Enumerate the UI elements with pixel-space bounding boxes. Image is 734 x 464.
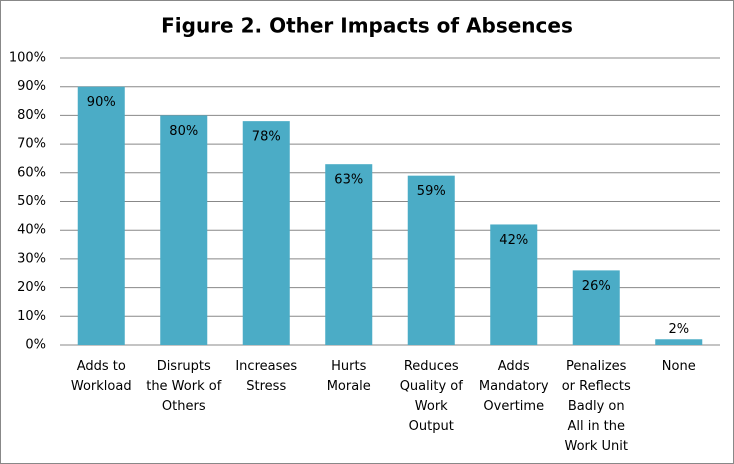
data-label: 78% — [252, 130, 281, 145]
data-label: 42% — [499, 233, 528, 248]
y-tick-label: 0% — [25, 338, 46, 353]
y-tick-label: 70% — [17, 137, 46, 152]
data-label: 2% — [668, 322, 689, 337]
bar — [655, 339, 703, 345]
x-tick-label: None — [662, 359, 696, 374]
bar — [242, 121, 290, 345]
bar — [572, 270, 620, 345]
data-label: 80% — [169, 124, 198, 139]
x-tick-label: Adds to Workload — [71, 359, 132, 394]
y-tick-label: 30% — [17, 251, 46, 266]
bar — [490, 224, 538, 345]
y-tick-label: 40% — [17, 223, 46, 238]
y-tick-label: 80% — [17, 108, 46, 123]
bar — [325, 164, 373, 345]
y-tick-label: 60% — [17, 165, 46, 180]
y-tick-label: 10% — [17, 309, 46, 324]
y-tick-label: 50% — [17, 194, 46, 209]
bar — [77, 86, 125, 345]
y-tick-label: 100% — [9, 51, 46, 66]
x-tick-label: Increases Stress — [235, 359, 297, 394]
y-tick-label: 20% — [17, 280, 46, 295]
bar — [407, 175, 455, 345]
x-tick-label: Reduces Quality of Work Output — [400, 359, 464, 434]
bar — [160, 115, 208, 346]
x-tick-label: Penalizes or Reflects Badly on All in the Wo… — [562, 359, 631, 454]
x-tick-label: Disrupts the Work of Others — [146, 359, 221, 414]
x-tick-label: Hurts Morale — [327, 359, 371, 394]
y-tick-label: 90% — [17, 79, 46, 94]
chart-title: Figure 2. Other Impacts of Absences — [161, 14, 573, 38]
data-label: 26% — [582, 279, 611, 294]
data-label: 59% — [417, 184, 446, 199]
x-tick-label: Adds Mandatory Overtime — [479, 359, 549, 414]
data-label: 90% — [87, 95, 116, 110]
data-label: 63% — [334, 173, 363, 188]
